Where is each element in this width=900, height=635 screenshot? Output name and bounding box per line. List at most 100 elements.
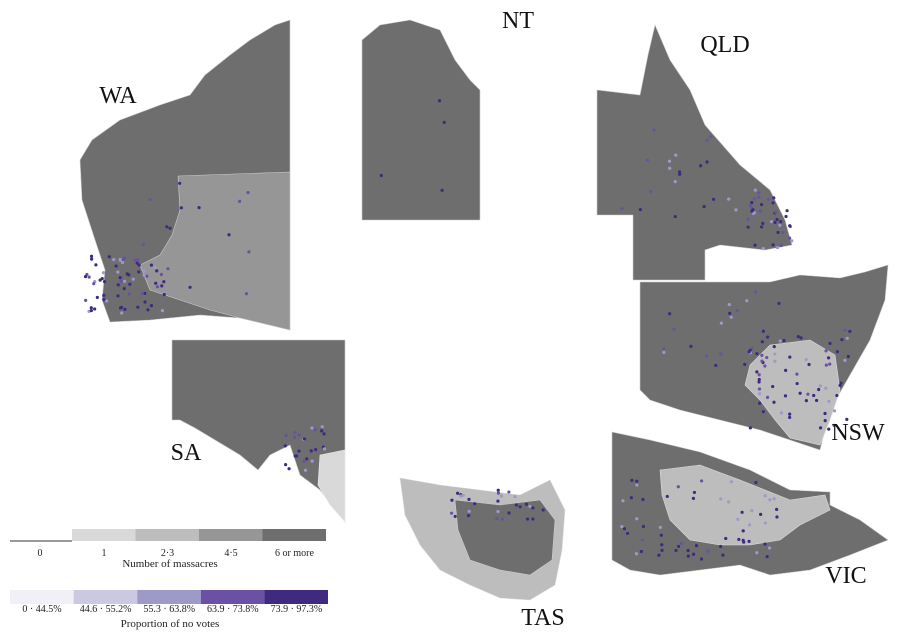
vic-region <box>659 464 831 546</box>
incident-dot <box>757 380 761 384</box>
incident-dot <box>763 542 767 546</box>
incident-dot <box>178 181 182 185</box>
incident-dot <box>453 514 457 519</box>
legend-swatch <box>264 590 328 604</box>
incident-dot <box>531 517 535 521</box>
incident-dot <box>672 327 676 331</box>
incident-dot <box>747 539 751 544</box>
incident-dot <box>140 291 144 295</box>
incident-dot <box>645 158 650 162</box>
incident-dot <box>114 264 118 268</box>
incident-dot <box>676 485 680 489</box>
incident-dot <box>826 356 831 360</box>
incident-dot <box>746 217 750 221</box>
incident-dot <box>694 543 699 548</box>
incident-dot <box>757 392 762 396</box>
incident-dot <box>674 153 678 157</box>
incident-dot <box>507 490 511 494</box>
incident-dot <box>737 537 741 542</box>
incident-dot <box>773 359 777 363</box>
incident-dot <box>659 533 663 537</box>
state-label: SA <box>171 440 202 466</box>
incident-dot <box>668 312 672 316</box>
qld-shape <box>596 24 793 281</box>
incident-dot <box>284 462 288 467</box>
incident-dot <box>755 551 759 555</box>
incident-dot <box>293 454 297 458</box>
incident-dot <box>149 303 154 308</box>
incident-dot <box>116 270 120 274</box>
incident-dot <box>122 287 126 291</box>
legend-swatch <box>262 529 326 541</box>
incident-dot <box>765 355 769 360</box>
incident-dot <box>456 491 460 495</box>
incident-dot <box>309 449 313 453</box>
incident-dot <box>135 257 140 262</box>
incident-dot <box>518 505 522 509</box>
incident-dot <box>662 346 666 351</box>
incident-dot <box>751 208 755 212</box>
incident-dot <box>835 393 839 398</box>
incident-dot <box>784 214 788 219</box>
incident-dot <box>320 425 324 429</box>
incident-dot <box>761 410 765 414</box>
incident-dot <box>823 419 827 423</box>
incident-dot <box>638 207 643 212</box>
incident-dot <box>702 204 706 209</box>
incident-dot <box>824 386 828 390</box>
incident-dot <box>769 220 774 224</box>
incident-dot <box>83 274 88 279</box>
legend-label: 55.3 · 63.8% <box>143 604 195 615</box>
incident-dot <box>118 257 122 262</box>
incident-dot <box>197 205 201 210</box>
incident-dot <box>827 399 831 403</box>
incident-dot <box>166 267 170 271</box>
incident-dot <box>759 512 763 516</box>
incident-dot <box>160 309 165 313</box>
incident-dot <box>784 368 788 372</box>
incident-dot <box>660 548 664 553</box>
incident-dot <box>824 349 828 353</box>
incident-dot <box>775 217 779 222</box>
incident-dot <box>760 353 764 357</box>
incident-dot <box>788 355 792 359</box>
incident-dot <box>779 220 783 224</box>
incident-dot <box>846 354 850 359</box>
legend-label: 0 <box>38 548 43 559</box>
incident-dot <box>652 128 656 132</box>
incident-dot <box>162 292 166 297</box>
incident-dot <box>679 541 683 546</box>
incident-dot <box>719 352 723 356</box>
state-label: WA <box>99 83 137 109</box>
incident-dot <box>748 203 753 208</box>
no-vote-legend: 0 · 44.5% 44.6 · 55.2% 55.3 · 63.8% 63.9 · … <box>10 590 328 630</box>
incident-dot <box>133 258 137 262</box>
incident-dot <box>848 329 852 334</box>
incident-dot <box>779 243 783 248</box>
incident-dot <box>699 479 704 483</box>
incident-dot <box>247 250 251 254</box>
incident-dot <box>761 221 765 225</box>
incident-dot <box>843 328 847 332</box>
incident-dot <box>136 305 140 309</box>
incident-dot <box>774 210 778 214</box>
incident-dot <box>818 384 822 388</box>
incident-dot <box>630 478 634 483</box>
incident-dot <box>499 494 504 498</box>
incident-dot <box>142 269 146 273</box>
incident-dot <box>788 412 792 416</box>
incident-dot <box>102 279 107 284</box>
incident-dot <box>772 196 776 200</box>
legend-swatch <box>73 590 138 604</box>
sa-region <box>317 449 346 523</box>
incident-dot <box>100 277 104 281</box>
incident-dot <box>750 508 754 513</box>
incident-dot <box>777 301 781 306</box>
incident-dot <box>724 536 728 541</box>
incident-dot <box>734 208 738 212</box>
incident-dot <box>95 295 99 300</box>
incident-dot <box>765 395 770 400</box>
incident-dot <box>305 457 309 461</box>
incident-dot <box>314 448 318 452</box>
incident-dot <box>168 226 172 230</box>
